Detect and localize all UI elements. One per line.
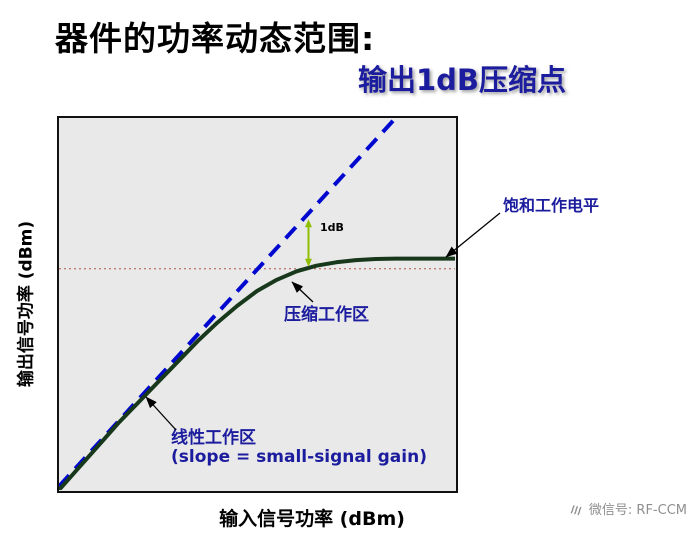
page-title: 器件的功率动态范围: xyxy=(55,19,376,58)
linear-region-label: 线性工作区 xyxy=(171,428,256,448)
watermark-text: 微信号: RF-CCM xyxy=(588,503,687,518)
wechat-brand-icon xyxy=(570,505,582,516)
compression-1db-label: 1dB xyxy=(320,221,344,234)
compression-region-label: 压缩工作区 xyxy=(284,305,369,325)
x-axis-label: 输入信号功率 (dBm) xyxy=(219,508,405,530)
y-axis-label: 输出信号功率 (dBm) xyxy=(16,220,37,388)
chart-plot-area xyxy=(57,116,458,493)
saturation-level-label: 饱和工作电平 xyxy=(503,196,600,215)
watermark: 微信号: RF-CCM xyxy=(568,499,687,518)
chart-canvas xyxy=(59,118,455,490)
slope-note-label: (slope = small-signal gain) xyxy=(171,447,427,467)
page-subtitle: 输出1dB压缩点 xyxy=(358,63,567,97)
